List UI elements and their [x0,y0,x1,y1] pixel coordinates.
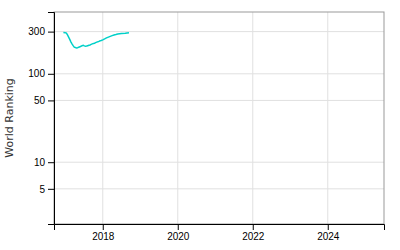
tick-label: 50 [34,95,46,106]
y-axis-title: World Ranking [3,78,16,158]
line [63,33,129,48]
plot: 2018 2020 2022 2024 5 10 50 100 300 [28,12,384,242]
tick-mark [178,224,179,230]
axis-line [48,13,55,225]
tick-label: 10 [34,157,46,168]
grid-line [102,12,103,224]
tick-label: 2022 [242,231,265,242]
grid-line [327,12,328,224]
tick-label: 100 [28,68,45,79]
tick-mark [48,32,54,33]
tick-label: 2018 [92,231,115,242]
tick-mark [48,100,54,101]
tick-label: 300 [28,26,45,37]
marks [63,33,129,48]
tick-mark [253,224,254,230]
grid-line [177,12,178,224]
chart: 2018 2020 2022 2024 5 10 50 100 300 World Ranking [0,0,400,250]
grid-line [54,162,384,163]
tick-mark [48,74,54,75]
grid-line [252,12,253,224]
tick: 50 [34,95,54,106]
grid [54,12,384,224]
tick-mark [48,162,54,163]
tick: 2024 [317,224,340,242]
grid-line [54,188,384,189]
tick-label: 2024 [317,231,340,242]
y-axis: 5 10 50 100 300 [28,13,54,225]
tick-label: 5 [39,184,45,195]
tick-mark [103,224,104,230]
tick: 5 [39,184,54,195]
tick: 10 [34,157,54,168]
tick-mark [328,224,329,230]
tick: 2018 [92,224,115,242]
axis-line [55,225,385,231]
grid-line [54,73,384,74]
tick: 2022 [242,224,265,242]
tick: 2020 [167,224,190,242]
tick: 300 [28,26,54,37]
tick-label: 2020 [167,231,190,242]
tick-mark [48,189,54,190]
plot-frame [54,12,384,224]
grid-line [54,31,384,32]
x-axis: 2018 2020 2022 2024 [55,224,385,242]
tick: 100 [28,68,54,79]
grid-line [54,100,384,101]
